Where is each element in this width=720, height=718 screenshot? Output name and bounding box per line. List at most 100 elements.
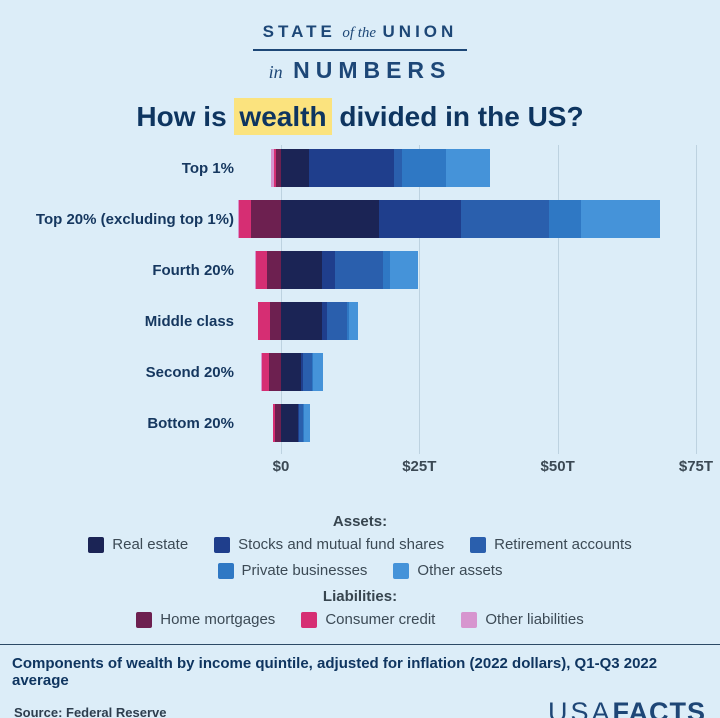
bar-segment bbox=[349, 302, 359, 340]
bar-segment bbox=[251, 200, 281, 238]
bar-segment bbox=[281, 353, 302, 391]
logo-word-union: UNION bbox=[382, 22, 458, 41]
real-estate-swatch bbox=[88, 536, 105, 553]
legend-liabilities-row: Home mortgages Consumer credit Other lia… bbox=[0, 611, 720, 628]
bar-segment bbox=[461, 200, 549, 238]
bar-segment bbox=[273, 404, 276, 442]
footer-row: Source: Federal Reserve USAFACTS bbox=[0, 689, 720, 718]
chart-row: Top 20% (excluding top 1%) bbox=[0, 200, 720, 238]
bar-segment bbox=[273, 149, 276, 187]
chart-legend: Assets: Real estate Stocks and mutual fu… bbox=[0, 513, 720, 628]
legend-assets-row-1: Real estate Stocks and mutual fund share… bbox=[0, 536, 720, 553]
chart-row: Middle class bbox=[0, 302, 720, 340]
gridline bbox=[419, 145, 421, 454]
bar-segment bbox=[301, 353, 304, 391]
bar-segment bbox=[275, 404, 281, 442]
legend-item-other-liabilities: Other liabilities bbox=[461, 611, 584, 628]
legend-label: Other assets bbox=[417, 562, 503, 579]
bar-segment bbox=[298, 404, 304, 442]
chart-row: Bottom 20% bbox=[0, 404, 720, 442]
legend-assets-row-2: Private businesses Other assets bbox=[0, 562, 720, 579]
bar-segment bbox=[548, 200, 581, 238]
row-label: Middle class bbox=[144, 312, 234, 330]
bar-segment bbox=[267, 251, 281, 289]
bar-segment bbox=[382, 251, 390, 289]
row-label: Top 20% (excluding top 1%) bbox=[35, 210, 234, 228]
private-businesses-swatch bbox=[217, 562, 234, 579]
row-label: Bottom 20% bbox=[147, 414, 234, 432]
footer-divider bbox=[0, 644, 720, 645]
bar-segment bbox=[346, 302, 350, 340]
usafacts-logo: USAFACTS bbox=[548, 697, 706, 718]
bar-segment bbox=[237, 200, 239, 238]
bar-segment bbox=[281, 149, 309, 187]
bar-segment bbox=[303, 353, 312, 391]
legend-label: Private businesses bbox=[241, 562, 368, 579]
legend-item-real-estate: Real estate bbox=[88, 536, 188, 553]
logo-word-in: in bbox=[268, 62, 283, 82]
retirement-swatch bbox=[470, 536, 487, 553]
bar-segment bbox=[335, 251, 383, 289]
logo-top-line: STATE of the UNION bbox=[252, 22, 468, 51]
bar-segment bbox=[281, 302, 322, 340]
usafacts-logo-facts: FACTS bbox=[612, 697, 706, 718]
bar-segment bbox=[297, 404, 299, 442]
bar-segment bbox=[258, 302, 270, 340]
legend-item-other-assets: Other assets bbox=[393, 562, 502, 579]
gridline bbox=[695, 145, 697, 454]
bar-segment bbox=[446, 149, 491, 187]
bar-segment bbox=[311, 353, 314, 391]
row-label: Fourth 20% bbox=[152, 261, 234, 279]
source-credit: Source: Federal Reserve bbox=[14, 705, 167, 718]
bar-segment bbox=[390, 251, 418, 289]
bar-segment bbox=[269, 302, 281, 340]
bar-segment bbox=[321, 302, 327, 340]
home-mortgages-swatch bbox=[136, 611, 153, 628]
row-label: Top 1% bbox=[181, 159, 234, 177]
bar-segment bbox=[303, 404, 305, 442]
bar-segment bbox=[402, 149, 447, 187]
axis-tick-label: $50T bbox=[540, 458, 575, 475]
bar-segment bbox=[281, 200, 380, 238]
bar-segment bbox=[257, 302, 259, 340]
chart-footnote: Components of wealth by income quintile,… bbox=[12, 655, 658, 689]
other-assets-swatch bbox=[393, 562, 410, 579]
bar-segment bbox=[313, 353, 324, 391]
consumer-credit-swatch bbox=[301, 611, 318, 628]
bar-segment bbox=[268, 353, 281, 391]
gridline bbox=[281, 145, 282, 454]
legend-item-stocks: Stocks and mutual fund shares bbox=[214, 536, 444, 553]
bar-segment bbox=[238, 200, 252, 238]
bar-segment bbox=[272, 404, 274, 442]
other-liabilities-swatch bbox=[461, 611, 478, 628]
logo-word-of-the: of the bbox=[342, 25, 377, 41]
legend-label: Retirement accounts bbox=[494, 536, 632, 553]
bar-segment bbox=[281, 251, 323, 289]
stocks-swatch bbox=[214, 536, 231, 553]
bar-segment bbox=[271, 149, 274, 187]
stacked-bar-chart: $0 $25T $50T $75T Top 1% Top 20% (excluding t… bbox=[0, 145, 720, 479]
title-prefix: How is bbox=[136, 101, 235, 132]
axis-tick-label: $25T bbox=[402, 458, 437, 475]
legend-item-home-mortgages: Home mortgages bbox=[136, 611, 275, 628]
page-title: How is wealth divided in the US? bbox=[0, 98, 720, 135]
legend-label: Real estate bbox=[112, 536, 189, 553]
logo-word-numbers: NUMBERS bbox=[293, 57, 452, 83]
bar-segment bbox=[254, 251, 256, 289]
title-suffix: divided in the US? bbox=[331, 101, 584, 132]
state-of-the-union-logo: STATE of the UNION in NUMBERS bbox=[0, 0, 720, 84]
usafacts-logo-usa: USA bbox=[547, 697, 613, 718]
legend-label: Consumer credit bbox=[325, 611, 436, 628]
legend-item-retirement: Retirement accounts bbox=[470, 536, 632, 553]
legend-label: Home mortgages bbox=[160, 611, 276, 628]
bar-segment bbox=[580, 200, 661, 238]
bar-segment bbox=[261, 353, 262, 391]
row-label: Second 20% bbox=[145, 363, 234, 381]
legend-item-consumer-credit: Consumer credit bbox=[301, 611, 435, 628]
legend-liabilities-header: Liabilities: bbox=[322, 588, 398, 605]
logo-word-state: STATE bbox=[262, 22, 336, 41]
legend-label: Other liabilities bbox=[485, 611, 584, 628]
legend-assets-header: Assets: bbox=[332, 513, 388, 530]
legend-label: Stocks and mutual fund shares bbox=[238, 536, 445, 553]
